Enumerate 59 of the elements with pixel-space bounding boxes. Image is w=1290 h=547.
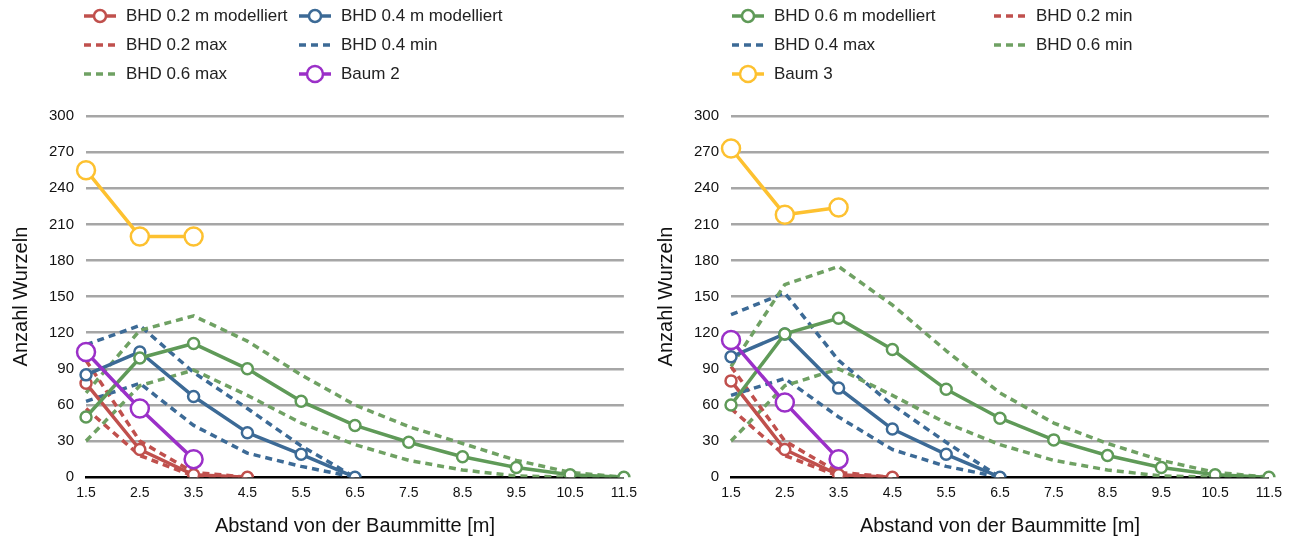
x-tick-label: 2.5: [130, 484, 150, 501]
x-tick-label: 8.5: [452, 484, 473, 501]
legend-label: BHD 0.6 m modelliert: [774, 6, 936, 26]
x-tick-label: 8.5: [1097, 484, 1118, 501]
y-tick-label: 120: [694, 322, 720, 340]
y-tick-label: 270: [694, 142, 720, 160]
x-tick-label: 1.5: [76, 484, 96, 501]
legend-label: BHD 0.4 max: [774, 35, 876, 55]
legend-label: BHD 0.2 m modelliert: [126, 6, 288, 26]
y-tick-label: 0: [65, 467, 75, 485]
legend-label: Baum 2: [341, 64, 400, 84]
y-tick-label: 180: [49, 250, 75, 268]
y-tick-label: 180: [694, 250, 720, 268]
y-tick-label: 0: [710, 467, 720, 485]
x-axis-title: Abstand von der Baummitte [m]: [214, 513, 496, 536]
x-tick-label: 11.5: [1255, 484, 1283, 501]
y-tick-label: 60: [702, 395, 720, 413]
legend-label: BHD 0.6 max: [126, 64, 228, 84]
x-tick-label: 5.5: [936, 484, 957, 501]
x-tick-label: 5.5: [291, 484, 312, 501]
y-tick-label: 90: [702, 358, 720, 376]
legend-label: BHD 0.2 min: [1036, 6, 1133, 26]
x-tick-label: 10.5: [556, 484, 584, 501]
y-axis-title: Anzahl Wurzeln: [8, 226, 31, 367]
legend-label: BHD 0.2 max: [126, 35, 228, 55]
x-tick-label: 7.5: [1044, 484, 1064, 501]
y-tick-label: 30: [702, 431, 720, 449]
x-axis-title: Abstand von der Baummitte [m]: [859, 513, 1141, 536]
y-tick-label: 120: [49, 322, 75, 340]
y-tick-label: 240: [694, 178, 720, 196]
y-tick-label: 150: [49, 286, 75, 304]
y-tick-label: 150: [694, 286, 720, 304]
x-tick-label: 1.5: [721, 484, 741, 501]
x-tick-label: 3.5: [183, 484, 204, 501]
legend-label: BHD 0.6 min: [1036, 35, 1133, 55]
y-tick-label: 210: [694, 214, 720, 232]
x-tick-label: 10.5: [1201, 484, 1229, 501]
legend-label: Baum 3: [774, 64, 833, 84]
y-tick-label: 30: [57, 431, 75, 449]
x-tick-label: 6.5: [990, 484, 1010, 501]
x-tick-label: 3.5: [828, 484, 849, 501]
y-tick-label: 300: [694, 106, 720, 124]
legend-label: BHD 0.4 m modelliert: [341, 6, 503, 26]
x-tick-label: 4.5: [237, 484, 258, 501]
x-tick-label: 2.5: [775, 484, 795, 501]
x-tick-label: 6.5: [345, 484, 365, 501]
x-tick-label: 9.5: [1151, 484, 1172, 501]
legend-label: BHD 0.4 min: [341, 35, 438, 55]
y-axis-title: Anzahl Wurzeln: [653, 226, 676, 367]
y-tick-label: 210: [49, 214, 75, 232]
y-tick-label: 90: [57, 358, 75, 376]
x-tick-label: 11.5: [610, 484, 638, 501]
y-tick-label: 300: [49, 106, 75, 124]
x-tick-label: 7.5: [399, 484, 419, 501]
y-tick-label: 270: [49, 142, 75, 160]
y-tick-label: 240: [49, 178, 75, 196]
x-tick-label: 4.5: [882, 484, 903, 501]
x-tick-label: 9.5: [506, 484, 527, 501]
y-tick-label: 60: [57, 395, 75, 413]
